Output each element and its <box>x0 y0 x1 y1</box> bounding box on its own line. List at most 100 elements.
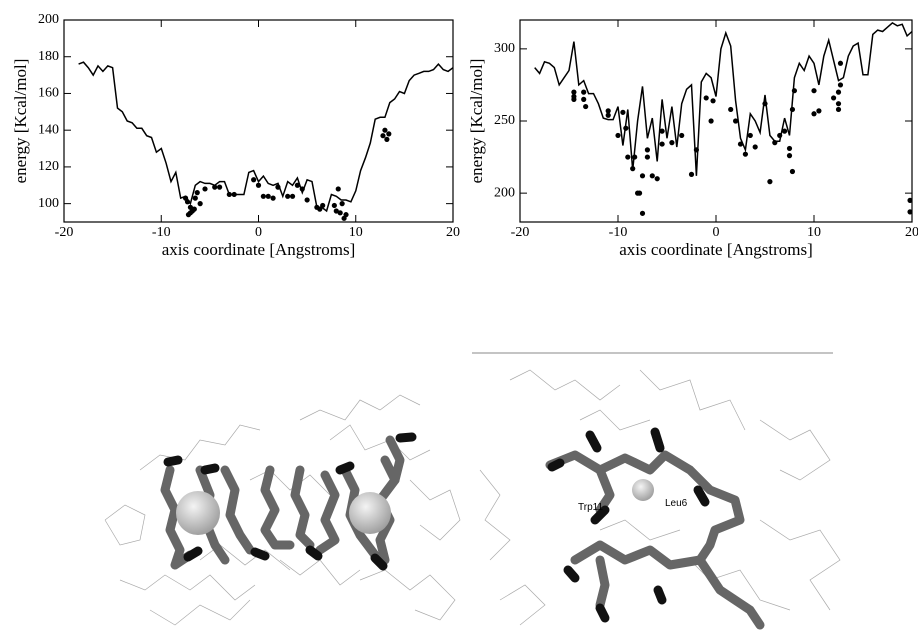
data-point <box>792 88 797 93</box>
residue-label: Trp11 <box>578 502 603 513</box>
data-point <box>632 154 637 159</box>
data-point <box>838 61 843 66</box>
x-tick-label: -10 <box>609 225 628 240</box>
x-tick-label: 0 <box>713 225 720 240</box>
data-point <box>787 146 792 151</box>
data-point <box>640 173 645 178</box>
plot-frame <box>520 20 912 222</box>
data-point <box>811 111 816 116</box>
data-point <box>748 133 753 138</box>
data-point <box>192 207 197 212</box>
data-point <box>640 211 645 216</box>
data-point <box>637 191 642 196</box>
x-axis-title: axis coordinate [Angstroms] <box>162 240 356 259</box>
plot-frame <box>64 20 453 222</box>
data-point <box>581 90 586 95</box>
data-point <box>753 144 758 149</box>
data-point <box>710 98 715 103</box>
y-tick-label: 160 <box>38 86 59 101</box>
data-point <box>836 107 841 112</box>
data-point <box>202 186 207 191</box>
data-point <box>198 201 203 206</box>
plot-area <box>79 62 453 221</box>
data-point <box>340 201 345 206</box>
data-point <box>660 141 665 146</box>
data-point <box>782 129 787 134</box>
data-point <box>645 154 650 159</box>
x-tick-label: 20 <box>446 225 460 240</box>
x-tick-label: 10 <box>349 225 363 240</box>
data-point <box>620 110 625 115</box>
data-point <box>305 197 310 202</box>
y-tick-label: 300 <box>494 41 515 56</box>
x-tick-label: -10 <box>152 225 171 240</box>
data-point <box>195 190 200 195</box>
data-point <box>583 104 588 109</box>
y-tick-label: 120 <box>38 159 59 174</box>
y-tick-label: 200 <box>38 12 59 27</box>
data-point <box>704 95 709 100</box>
data-point <box>733 118 738 123</box>
data-point <box>571 97 576 102</box>
data-point <box>836 90 841 95</box>
data-point <box>251 177 256 182</box>
data-point <box>300 186 305 191</box>
data-point <box>227 192 232 197</box>
x-tick-label: 10 <box>807 225 821 240</box>
data-point <box>320 203 325 208</box>
data-point <box>811 88 816 93</box>
data-point <box>669 140 674 145</box>
x-axis-title: axis coordinate [Angstroms] <box>619 240 813 259</box>
data-line <box>79 62 453 211</box>
data-point <box>762 101 767 106</box>
molecule-right: Trp11 Leu6 <box>472 353 840 625</box>
data-point <box>630 166 635 171</box>
data-point <box>232 192 237 197</box>
data-point <box>332 203 337 208</box>
data-point <box>256 183 261 188</box>
data-point <box>186 212 191 217</box>
data-point <box>767 179 772 184</box>
data-point <box>836 101 841 106</box>
figure: -20-1001020100120140160180200axis coordi… <box>0 0 918 630</box>
data-point <box>689 172 694 177</box>
data-point <box>343 212 348 217</box>
y-axis-title: energy [Kcal/mol] <box>467 59 486 184</box>
data-point <box>709 118 714 123</box>
data-point <box>275 185 280 190</box>
data-line <box>535 23 912 176</box>
data-point <box>728 107 733 112</box>
data-point <box>790 169 795 174</box>
data-point <box>655 176 660 181</box>
plot-area <box>535 23 913 216</box>
data-point <box>606 113 611 118</box>
data-point <box>790 107 795 112</box>
data-point <box>338 210 343 215</box>
residue-label: Leu6 <box>665 498 688 509</box>
data-point <box>623 126 628 131</box>
data-point <box>650 173 655 178</box>
data-point <box>336 186 341 191</box>
data-point <box>679 133 684 138</box>
y-tick-label: 100 <box>38 196 59 211</box>
data-point <box>382 128 387 133</box>
data-point <box>743 152 748 157</box>
data-point <box>217 185 222 190</box>
data-point <box>777 133 782 138</box>
molecule-left <box>105 395 460 625</box>
data-point <box>386 131 391 136</box>
data-point <box>193 196 198 201</box>
x-tick-label: -20 <box>55 225 74 240</box>
x-tick-label: 20 <box>905 225 918 240</box>
data-point <box>838 82 843 87</box>
data-point <box>816 108 821 113</box>
data-point <box>645 147 650 152</box>
data-point <box>285 194 290 199</box>
y-tick-label: 200 <box>494 185 515 200</box>
y-axis-title: energy [Kcal/mol] <box>11 59 30 184</box>
data-point <box>270 196 275 201</box>
data-point <box>787 153 792 158</box>
data-point <box>185 199 190 204</box>
